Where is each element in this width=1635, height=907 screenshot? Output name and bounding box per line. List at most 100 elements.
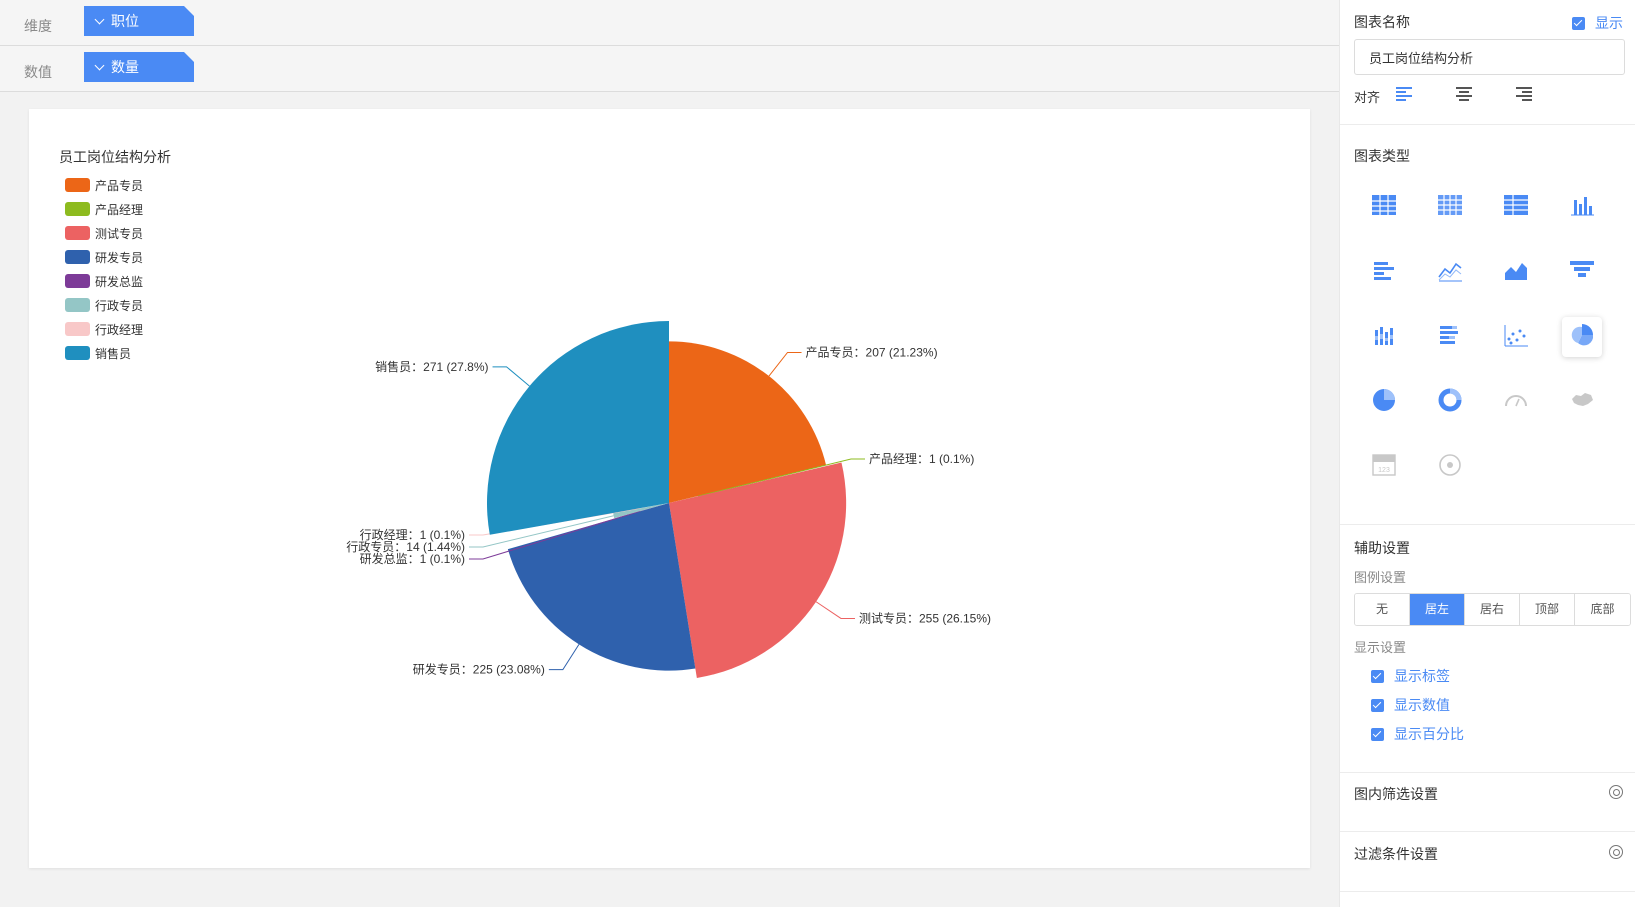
legend-item[interactable]: 销售员 — [65, 341, 143, 365]
legend-item[interactable]: 产品经理 — [65, 197, 143, 221]
chart-type-stacked-bar[interactable] — [1364, 317, 1404, 357]
slice-label: 研发总监：1 (0.1%) — [360, 551, 465, 566]
show-percent-checkbox[interactable]: 显示百分比 — [1371, 724, 1464, 744]
scatter-icon — [1503, 322, 1529, 353]
legend-item[interactable]: 产品专员 — [65, 173, 143, 197]
horizontal-bar-icon — [1371, 257, 1397, 288]
legend-option[interactable]: 居右 — [1465, 594, 1520, 625]
chart-type-scatter[interactable] — [1496, 317, 1536, 357]
filter-condition-gear-icon[interactable] — [1609, 845, 1623, 859]
pie-slice[interactable] — [669, 341, 827, 503]
chart-type-grid-table[interactable] — [1496, 187, 1536, 227]
chart-legend: 产品专员产品经理测试专员研发专员研发总监 行政专员 行政经理 销售员 — [65, 173, 143, 365]
slice-label: 行政专员：14 (1.44%) — [346, 539, 465, 554]
measure-value: 数量 — [111, 59, 139, 75]
checkbox-checked-icon — [1572, 16, 1585, 30]
legend-item[interactable]: 研发总监 — [65, 269, 143, 293]
slice-label: 销售员：271 (27.8%) — [375, 359, 488, 374]
pie-slice[interactable] — [669, 495, 699, 503]
legend-swatch — [65, 322, 90, 336]
legend-option[interactable]: 居左 — [1410, 594, 1465, 625]
chart-type-bar-chart[interactable] — [1562, 187, 1602, 227]
legend-swatch — [65, 226, 90, 240]
funnel-icon — [1569, 257, 1595, 288]
legend-label: 产品专员 — [95, 178, 144, 193]
chart-type-gauge[interactable] — [1496, 382, 1536, 422]
legend-swatch — [65, 202, 90, 216]
pie-slice[interactable] — [639, 503, 669, 509]
donut-icon — [1437, 387, 1463, 418]
area-chart-icon — [1503, 257, 1529, 288]
align-left-button[interactable] — [1396, 86, 1414, 102]
legend-option[interactable]: 顶部 — [1520, 594, 1575, 625]
pie-slice[interactable] — [507, 503, 696, 671]
label-leader-line — [469, 510, 641, 560]
dimension-row: 维度 职位 — [0, 0, 1339, 46]
legend-option[interactable]: 无 — [1355, 594, 1410, 625]
stacked-bar-icon — [1371, 322, 1397, 353]
bar-chart-icon — [1569, 192, 1595, 223]
show-percent-text: 显示百分比 — [1394, 726, 1464, 742]
chart-workspace: 维度 职位 数值 数量 员工岗位结构分析 产品专员 产品经理 测试专员 研发专员 研发总… — [0, 0, 1339, 868]
pie-slice[interactable] — [640, 503, 669, 512]
checkbox-checked-icon — [1371, 698, 1384, 712]
dimension-pill[interactable]: 职位 — [84, 6, 194, 36]
label-leader-line — [697, 458, 865, 497]
legend-label: 研发专员 — [95, 250, 144, 265]
show-title-label: 显示 — [1595, 15, 1623, 31]
chart-type-stacked-horizontal-bar[interactable] — [1430, 317, 1470, 357]
chart-type-line-chart[interactable] — [1430, 252, 1470, 292]
legend-item[interactable]: 行政经理 — [65, 317, 143, 341]
show-title-checkbox[interactable]: 显示 — [1572, 13, 1623, 33]
grid-table-icon — [1503, 192, 1529, 223]
align-right-button[interactable] — [1516, 86, 1534, 102]
pie-slice[interactable] — [669, 462, 847, 678]
label-leader-line — [492, 366, 530, 387]
display-settings-label: 显示设置 — [1354, 640, 1407, 655]
label-leader-line — [548, 644, 580, 671]
legend-swatch — [65, 250, 90, 264]
chart-type-number-card[interactable]: 123 — [1364, 447, 1404, 487]
inner-filter-gear-icon[interactable] — [1609, 785, 1623, 799]
chart-type-funnel[interactable] — [1562, 252, 1602, 292]
rose-pie-icon — [1569, 322, 1595, 353]
legend-swatch — [65, 274, 90, 288]
legend-settings-label: 图例设置 — [1354, 570, 1407, 585]
chart-type-table[interactable] — [1364, 187, 1404, 227]
chart-name-input[interactable] — [1354, 39, 1625, 75]
slice-label: 测试专员：255 (26.15%) — [859, 610, 991, 625]
chart-type-pie[interactable] — [1364, 382, 1404, 422]
chart-title: 员工岗位结构分析 — [59, 149, 171, 165]
chart-type-rose-pie[interactable] — [1562, 317, 1602, 357]
align-center-button[interactable] — [1456, 86, 1474, 102]
label-leader-line — [815, 601, 855, 619]
dimension-label: 维度 — [24, 18, 52, 34]
chart-type-area-chart[interactable] — [1496, 252, 1536, 292]
legend-label: 测试专员 — [95, 226, 144, 241]
chart-type-word-cloud[interactable] — [1430, 447, 1470, 487]
legend-item[interactable]: 行政专员 — [65, 293, 143, 317]
legend-item[interactable]: 研发专员 — [65, 245, 143, 269]
align-label: 对齐 — [1354, 90, 1381, 105]
pie-slice[interactable] — [613, 503, 669, 519]
label-leader-line — [469, 515, 614, 548]
table-icon — [1371, 192, 1397, 223]
legend-option[interactable]: 底部 — [1575, 594, 1630, 625]
chart-type-donut[interactable] — [1430, 382, 1470, 422]
chart-type-map[interactable] — [1562, 382, 1602, 422]
pie-slice[interactable] — [486, 321, 669, 535]
checkbox-checked-icon — [1371, 669, 1384, 683]
filter-condition-label: 过滤条件设置 — [1354, 846, 1438, 862]
chart-type-horizontal-bar[interactable] — [1364, 252, 1404, 292]
show-labels-checkbox[interactable]: 显示标签 — [1371, 666, 1450, 686]
divider — [1340, 772, 1635, 773]
legend-item[interactable]: 测试专员 — [65, 221, 143, 245]
legend-label: 产品经理 — [95, 202, 144, 217]
divider — [1340, 524, 1635, 525]
legend-swatch — [65, 298, 90, 312]
cross-table-icon — [1437, 192, 1463, 223]
measure-pill[interactable]: 数量 — [84, 52, 194, 82]
show-values-checkbox[interactable]: 显示数值 — [1371, 695, 1450, 715]
chart-type-cross-table[interactable] — [1430, 187, 1470, 227]
gauge-icon — [1503, 387, 1529, 418]
